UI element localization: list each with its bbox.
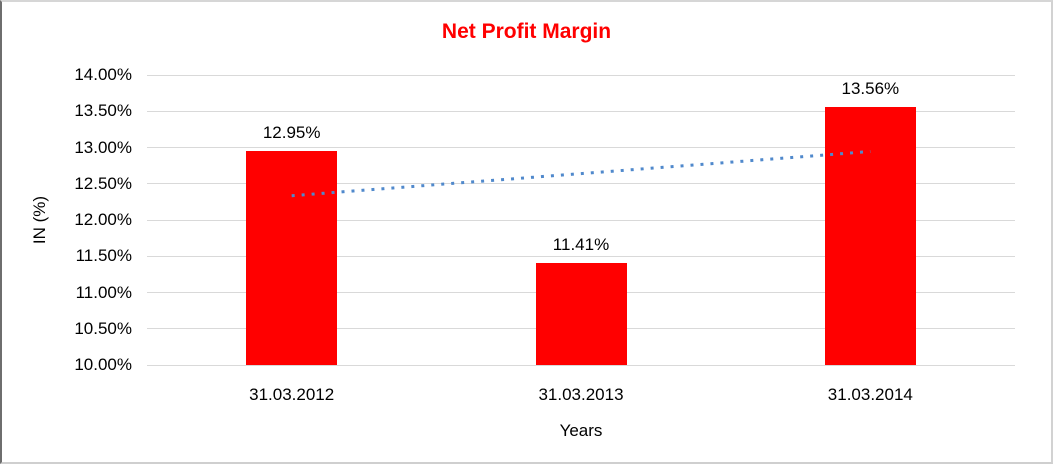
y-tick-label: 13.00% — [74, 137, 132, 157]
y-tick-label: 12.50% — [74, 173, 132, 193]
x-tick-label: 31.03.2013 — [538, 385, 624, 404]
y-tick-label: 12.00% — [74, 210, 132, 229]
y-tick-label: 14.00% — [74, 65, 132, 84]
bar-31.03.2014 — [824, 106, 916, 365]
y-tick-label: 11.00% — [75, 282, 132, 302]
y-tick-label: 10.50% — [74, 318, 132, 338]
bar-31.03.2013 — [535, 262, 627, 365]
trendline-dotted-line — [291, 149, 871, 198]
plot-area: 12.95% 11.41% 13.56% — [147, 74, 1015, 366]
bar-value-label: 13.56% — [841, 78, 900, 98]
chart-title: Net Profit Margin — [441, 20, 612, 43]
gridline — [147, 110, 1015, 112]
y-axis-tick-labels: 10.00% 10.50% 11.00% 11.50% 12.00% 12.50% 13.0… — [2, 2, 132, 462]
y-tick-label: 10.00% — [74, 355, 132, 374]
x-tick-label: 31.03.2012 — [249, 385, 335, 404]
y-tick-label: 11.50% — [75, 246, 132, 266]
bar-31.03.2012 — [246, 151, 338, 365]
trendline — [291, 149, 871, 198]
gridline — [147, 183, 1015, 185]
gridline — [147, 364, 1015, 366]
bar-value-label: 12.95% — [262, 123, 321, 143]
bar-value-label: 11.41% — [552, 234, 610, 254]
gridline — [147, 147, 1015, 148]
gridline — [147, 74, 1015, 76]
y-tick-label: 13.50% — [74, 101, 132, 121]
x-axis-title: Years — [559, 421, 603, 440]
gridline — [147, 219, 1015, 221]
gridline — [147, 255, 1015, 257]
x-tick-label: 31.03.2014 — [827, 385, 913, 404]
